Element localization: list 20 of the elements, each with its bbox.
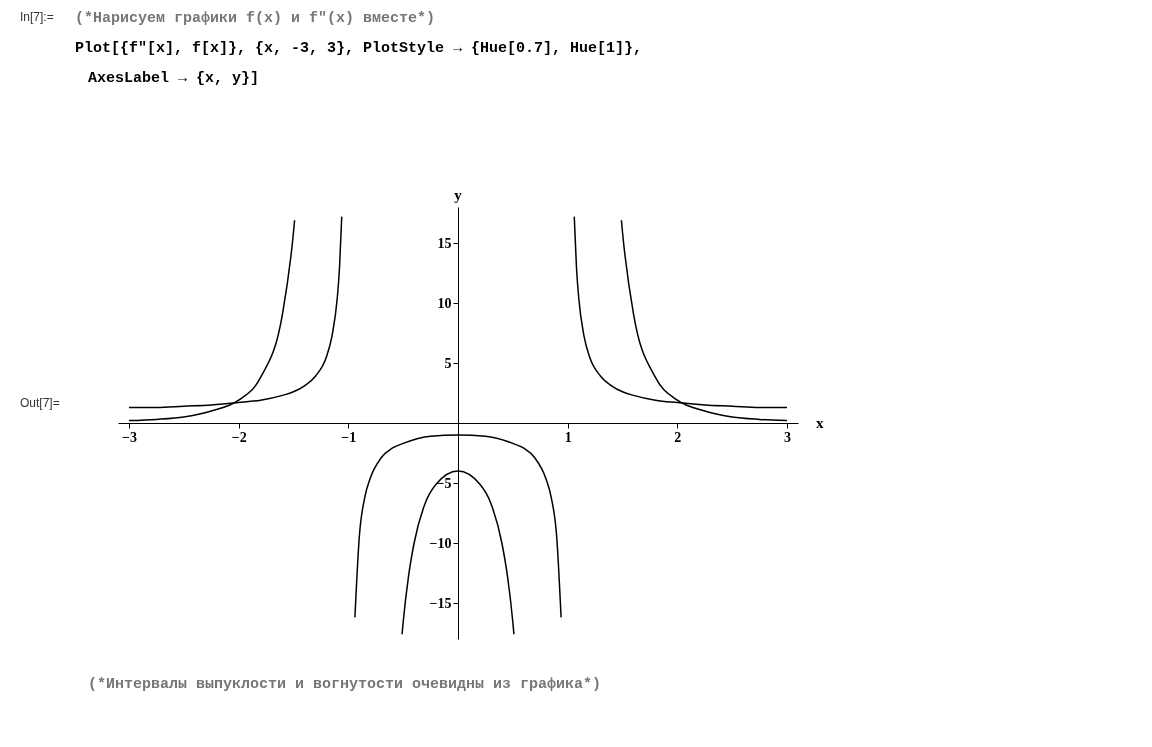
x-axis-title: x [816, 415, 824, 431]
y-tick-label: −10 [429, 535, 452, 551]
x-tick-label: 2 [674, 429, 682, 445]
x-tick-label: −3 [121, 429, 137, 445]
x-tick-label: 1 [564, 429, 572, 445]
y-tick-label: −5 [436, 475, 452, 491]
y-axis-title: y [454, 187, 463, 203]
text: AxesLabel → {x, y}] [88, 70, 260, 87]
x-tick-label: 3 [784, 429, 792, 445]
y-tick-label: −15 [429, 595, 452, 611]
y-tick-label: 10 [437, 295, 452, 311]
text: Out[7]= [20, 396, 60, 410]
text: Plot[{f″[x], f[x]}, {x, -3, 3}, PlotStyle → {Hue[0.7], Hue[1]}, [75, 40, 643, 57]
y-tick-label: 5 [444, 355, 452, 371]
x-tick-label: −2 [231, 429, 247, 445]
chart-title: (*Нарисуем графики f(x) и f″(x) вместе*) [75, 10, 436, 27]
text: In[7]:= [20, 10, 54, 24]
x-tick-label: −1 [341, 429, 357, 445]
text: (*Интервалы выпуклости и вогнутости очевидны из графика*) [88, 676, 602, 693]
y-tick-label: 15 [437, 235, 452, 251]
